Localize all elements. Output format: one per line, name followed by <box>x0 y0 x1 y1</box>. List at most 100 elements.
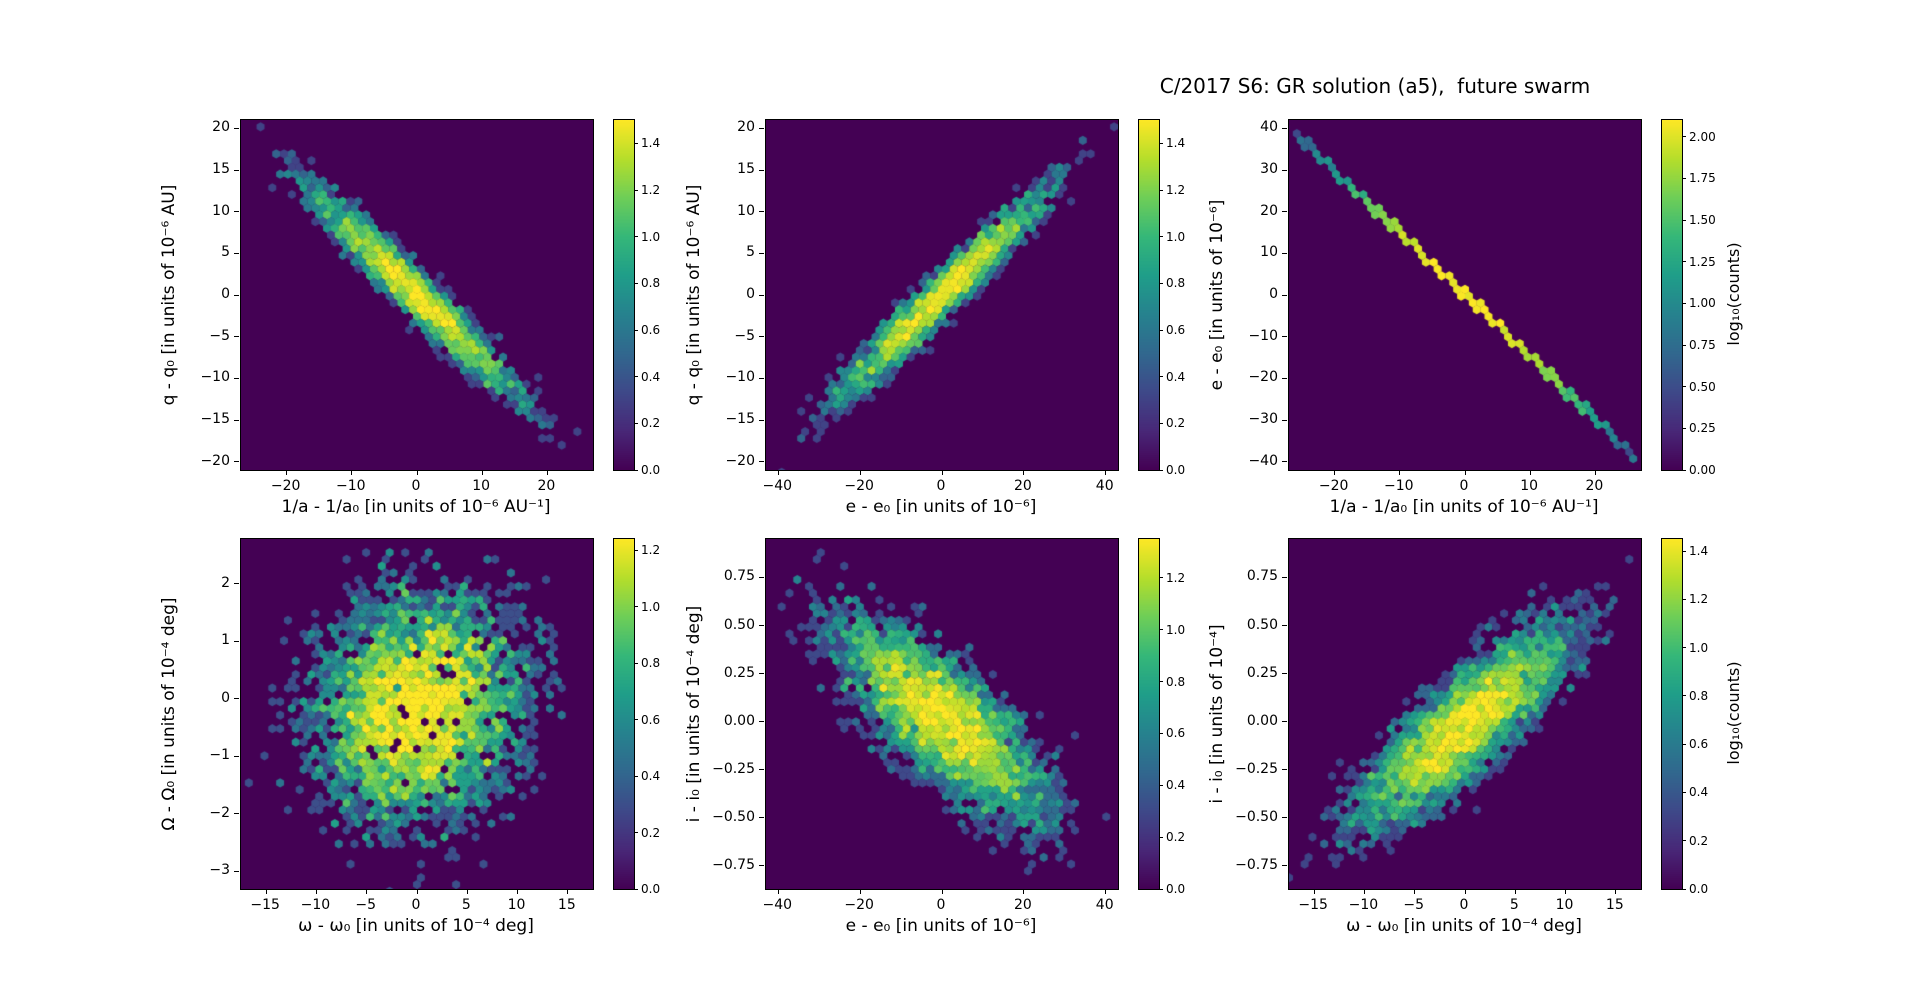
colorbar-tick-label: 0.4 <box>1689 785 1709 800</box>
y-tick-mark <box>1282 673 1287 675</box>
y-tick-label: −10 <box>200 369 230 386</box>
y-tick-label: 0.75 <box>723 568 755 585</box>
y-tick-mark <box>234 640 239 642</box>
colorbar-tick-mark <box>1682 427 1686 429</box>
x-tick-mark <box>1615 889 1617 894</box>
colorbar-tick-mark <box>1682 177 1686 179</box>
colorbar-tick-label: 1.4 <box>1689 544 1709 559</box>
hexbin-canvas <box>766 120 1118 470</box>
colorbar-tick-label: 1.2 <box>641 183 661 197</box>
y-tick-mark <box>234 461 239 463</box>
colorbar-tick-label: 0.8 <box>1689 688 1709 703</box>
y-tick-label: −0.75 <box>712 856 755 873</box>
y-tick-mark <box>234 127 239 129</box>
y-tick-mark <box>234 870 239 872</box>
colorbar-tick-mark <box>634 189 638 191</box>
x-tick-label: −20 <box>1318 478 1349 494</box>
y-tick-label: 15 <box>212 161 230 177</box>
x-tick-mark <box>265 889 267 894</box>
plot-area <box>240 119 594 471</box>
x-axis-label: e - e₀ [in units of 10⁻⁶] <box>845 916 1037 936</box>
y-tick-mark <box>234 583 239 585</box>
y-tick-mark <box>1282 294 1287 296</box>
hexbin-panel-e-vs-inva: e - e₀ [in units of 10⁻⁶] 1/a - 1/a₀ [in… <box>1207 119 1743 517</box>
colorbar-tick-label: 0.00 <box>1689 463 1716 477</box>
x-tick-label: 0 <box>936 897 946 913</box>
y-tick-label: 0.50 <box>1246 616 1278 633</box>
y-tick-label: 40 <box>1260 119 1278 136</box>
x-tick-label: 40 <box>1095 897 1114 913</box>
colorbar-tick-mark <box>634 775 638 777</box>
y-tick-label: 0.25 <box>1246 664 1278 681</box>
colorbar-label: log₁₀(counts) <box>1724 242 1743 346</box>
x-tick-label: 15 <box>1605 897 1624 913</box>
colorbar-tick-mark <box>634 719 638 721</box>
x-tick-label: 20 <box>1013 897 1032 913</box>
colorbar-gradient <box>1662 120 1682 470</box>
x-tick-label: 0 <box>411 478 421 494</box>
x-tick-mark <box>466 889 468 894</box>
colorbar-tick-label: 0.0 <box>1166 882 1186 896</box>
colorbar-tick-label: 0.8 <box>1166 276 1186 291</box>
colorbar-tick-mark <box>1159 836 1163 838</box>
x-tick-mark <box>546 470 548 475</box>
colorbar-tick-mark <box>634 888 638 890</box>
y-tick-label: −20 <box>200 452 230 469</box>
x-axis-label: 1/a - 1/a₀ [in units of 10⁻⁶ AU⁻¹] <box>281 497 551 517</box>
colorbar-tick-mark <box>1159 732 1163 734</box>
colorbar-tick-mark <box>1682 261 1686 263</box>
y-tick-mark <box>1282 169 1287 171</box>
colorbar-tick-mark <box>634 282 638 284</box>
y-tick-label: 20 <box>737 119 755 136</box>
x-tick-mark <box>1414 889 1416 894</box>
y-tick-mark <box>234 755 239 757</box>
y-tick-mark <box>234 252 239 254</box>
colorbar-tick-label: 0.0 <box>1689 882 1709 896</box>
colorbar-tick-label: 0.8 <box>641 656 661 671</box>
x-tick-label: −5 <box>1403 897 1425 913</box>
x-tick-mark <box>366 889 368 894</box>
y-tick-mark <box>1282 419 1287 421</box>
y-tick-label: −20 <box>1248 369 1278 386</box>
colorbar-tick-mark <box>634 549 638 551</box>
hexbin-canvas <box>241 120 593 470</box>
x-tick-mark <box>941 470 943 475</box>
x-tick-mark <box>1105 470 1107 475</box>
y-tick-mark <box>759 377 764 379</box>
x-tick-mark <box>286 470 288 475</box>
colorbar-tick-label: 0.4 <box>1166 778 1186 793</box>
y-tick-label: 5 <box>746 244 755 261</box>
colorbar-gradient <box>1662 539 1682 889</box>
x-tick-mark <box>941 889 943 894</box>
x-tick-label: −10 <box>1348 897 1379 913</box>
x-tick-mark <box>859 470 861 475</box>
y-tick-label: 2 <box>221 574 230 591</box>
colorbar-tick-label: 1.0 <box>641 599 661 614</box>
hexbin-canvas <box>1289 120 1641 470</box>
colorbar-tick-label: 0.75 <box>1689 338 1716 352</box>
x-tick-mark <box>859 889 861 894</box>
colorbar-tick-mark <box>634 376 638 378</box>
x-tick-mark <box>1399 470 1401 475</box>
x-tick-mark <box>567 889 569 894</box>
y-tick-mark <box>1282 769 1287 771</box>
colorbar-tick-label: 0.6 <box>641 323 661 337</box>
x-tick-label: −10 <box>300 897 331 913</box>
y-tick-label: 1 <box>221 632 230 649</box>
x-axis-label: 1/a - 1/a₀ [in units of 10⁻⁶ AU⁻¹] <box>1329 497 1599 517</box>
colorbar-tick-mark <box>1159 888 1163 890</box>
x-tick-mark <box>1334 470 1336 475</box>
x-tick-mark <box>1529 470 1531 475</box>
colorbar-tick-mark <box>1682 743 1686 745</box>
colorbar-tick-label: 1.0 <box>641 229 661 244</box>
y-tick-label: 10 <box>1260 244 1278 261</box>
plot-area <box>765 538 1119 890</box>
colorbar-tick-mark <box>1159 236 1163 238</box>
colorbar: 0.0 0.2 0.4 0.6 0.8 1.0 1.2 1.4 <box>613 119 660 477</box>
y-tick-label: 20 <box>1260 202 1278 219</box>
colorbar-tick-mark <box>1159 329 1163 331</box>
x-tick-label: 20 <box>1585 478 1604 494</box>
colorbar-tick-mark <box>1682 386 1686 388</box>
colorbar-tick-label: 0.2 <box>1166 830 1186 845</box>
y-tick-label: 0.50 <box>723 616 755 633</box>
